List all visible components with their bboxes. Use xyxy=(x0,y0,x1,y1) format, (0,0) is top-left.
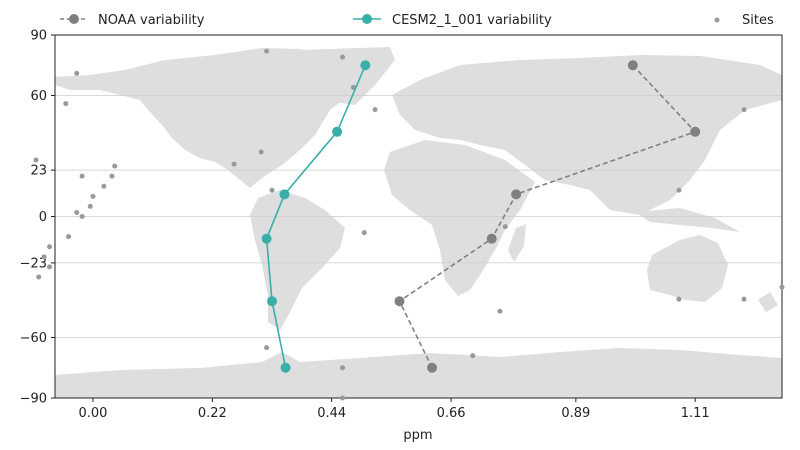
legend: NOAA variability CESM2_1_001 variability… xyxy=(60,13,774,28)
land-new-zealand xyxy=(758,292,778,312)
legend-cesm-label: CESM2_1_001 variability xyxy=(392,13,552,28)
site-point xyxy=(47,264,53,270)
site-point xyxy=(676,296,682,302)
land-madagascar xyxy=(508,224,526,262)
site-point xyxy=(36,274,42,280)
site-point xyxy=(502,224,508,230)
y-tick-label: 0 xyxy=(39,210,47,225)
series-sites xyxy=(33,48,785,401)
legend-noaa-swatch-marker xyxy=(69,14,79,24)
cesm-point xyxy=(332,126,343,137)
y-tick-label: −90 xyxy=(20,392,47,407)
site-point xyxy=(79,214,85,219)
site-point xyxy=(66,234,72,240)
x-tick-label: 0.22 xyxy=(198,406,227,421)
site-point xyxy=(264,345,270,351)
site-point xyxy=(470,353,476,359)
site-point xyxy=(90,193,96,199)
land-africa xyxy=(384,140,535,296)
cesm-point xyxy=(261,233,272,244)
y-axis: 90 60 23 0 −23 −60 −90 xyxy=(20,29,55,407)
site-point xyxy=(340,365,346,371)
site-point xyxy=(231,161,237,167)
noaa-point xyxy=(690,126,701,137)
x-axis-label: ppm xyxy=(403,428,432,443)
site-point xyxy=(264,48,270,54)
site-point xyxy=(41,254,47,260)
site-point xyxy=(109,173,115,179)
site-point xyxy=(47,244,53,250)
site-point xyxy=(74,70,80,76)
noaa-point xyxy=(627,60,638,71)
noaa-point xyxy=(394,296,405,307)
legend-cesm-swatch-marker xyxy=(362,14,372,24)
site-point xyxy=(676,187,682,193)
site-point xyxy=(741,296,747,302)
cesm-point xyxy=(280,362,291,373)
site-point xyxy=(361,230,367,236)
site-point xyxy=(87,203,93,209)
cesm-point xyxy=(360,60,371,71)
noaa-point xyxy=(486,233,497,244)
site-point xyxy=(779,284,785,290)
land-maritime-asia xyxy=(635,208,740,232)
land-eurasia xyxy=(392,55,782,215)
land-south-america xyxy=(250,190,345,330)
site-point xyxy=(741,107,747,113)
noaa-point xyxy=(511,189,522,200)
y-tick-label: 23 xyxy=(30,164,47,179)
y-tick-label: −23 xyxy=(20,256,47,271)
site-point xyxy=(63,101,69,107)
series-noaa xyxy=(394,60,701,373)
land-north-america xyxy=(55,48,380,188)
land-australia xyxy=(647,235,728,302)
site-point xyxy=(340,54,346,60)
site-point xyxy=(258,149,264,155)
x-tick-label: 0.66 xyxy=(437,406,466,421)
site-point xyxy=(372,107,378,113)
site-point xyxy=(79,173,85,179)
series-cesm xyxy=(261,60,371,373)
cesm-line xyxy=(265,64,367,368)
legend-sites-swatch-marker xyxy=(714,17,720,23)
site-point xyxy=(497,308,503,314)
site-point xyxy=(101,183,107,189)
site-point xyxy=(269,187,275,193)
noaa-line xyxy=(398,64,697,369)
site-point xyxy=(33,157,39,163)
land-antarctica xyxy=(55,348,782,398)
x-axis: 0.00 0.22 0.44 0.66 0.89 1.11 xyxy=(79,398,710,421)
site-point xyxy=(112,163,118,169)
cesm-point xyxy=(267,296,278,307)
world-map-background xyxy=(55,47,782,398)
site-point xyxy=(74,209,80,215)
noaa-point xyxy=(427,362,438,373)
site-point xyxy=(340,395,346,401)
x-tick-label: 0.89 xyxy=(561,406,590,421)
y-tick-label: 60 xyxy=(30,89,47,104)
y-tick-label: −60 xyxy=(20,331,47,346)
x-tick-label: 0.00 xyxy=(79,406,108,421)
cesm-point xyxy=(279,189,290,200)
y-tick-label: 90 xyxy=(30,29,47,44)
x-tick-label: 0.44 xyxy=(317,406,346,421)
legend-noaa-label: NOAA variability xyxy=(98,13,205,28)
legend-sites-label: Sites xyxy=(742,13,774,28)
x-tick-label: 1.11 xyxy=(681,406,710,421)
land-greenland xyxy=(300,47,395,105)
